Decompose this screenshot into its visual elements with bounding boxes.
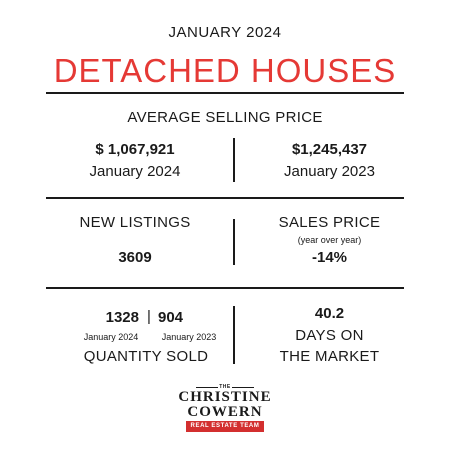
quantity-sold-label: QUANTITY SOLD: [83, 348, 209, 365]
quantity-sold-previous-period: January 2023: [161, 332, 217, 342]
avg-price-previous-value: $1,245,437: [291, 141, 368, 158]
report-date: JANUARY 2024: [168, 24, 282, 41]
quantity-sold-current-value: 1328: [105, 309, 139, 326]
page-title: DETACHED HOUSES: [53, 52, 397, 89]
divider-bottom: [46, 287, 404, 289]
logo-rule-left: [196, 387, 218, 388]
quantity-sold-separator: |: [147, 308, 151, 325]
sales-price-value: -14%: [311, 249, 348, 266]
days-on-market-label-line1: DAYS ON: [295, 327, 364, 344]
days-on-market-value: 40.2: [314, 305, 345, 322]
divider-vertical-1: [233, 138, 235, 182]
sales-price-sublabel: (year over year): [297, 235, 362, 245]
logo-name-line2: COWERN: [187, 404, 263, 420]
avg-price-current-value: $ 1,067,921: [95, 141, 175, 158]
new-listings-value: 3609: [118, 249, 152, 266]
logo-the: THE: [219, 384, 231, 390]
divider-middle: [46, 197, 404, 199]
logo-rule-right: [232, 387, 254, 388]
logo-name-line1: CHRISTINE: [178, 389, 272, 405]
avg-price-current-period: January 2024: [89, 163, 181, 180]
avg-price-previous-period: January 2023: [284, 163, 375, 180]
quantity-sold-current-period: January 2024: [83, 332, 139, 342]
quantity-sold-previous-value: 904: [158, 309, 184, 326]
sales-price-label: SALES PRICE: [278, 214, 381, 231]
new-listings-label: NEW LISTINGS: [79, 214, 191, 231]
divider-vertical-2: [233, 219, 235, 265]
days-on-market-label-line2: THE MARKET: [279, 348, 380, 365]
logo-tagline: REAL ESTATE TEAM: [186, 421, 264, 432]
divider-top: [46, 92, 404, 94]
divider-vertical-3: [233, 306, 235, 364]
avg-price-label: AVERAGE SELLING PRICE: [127, 109, 323, 126]
